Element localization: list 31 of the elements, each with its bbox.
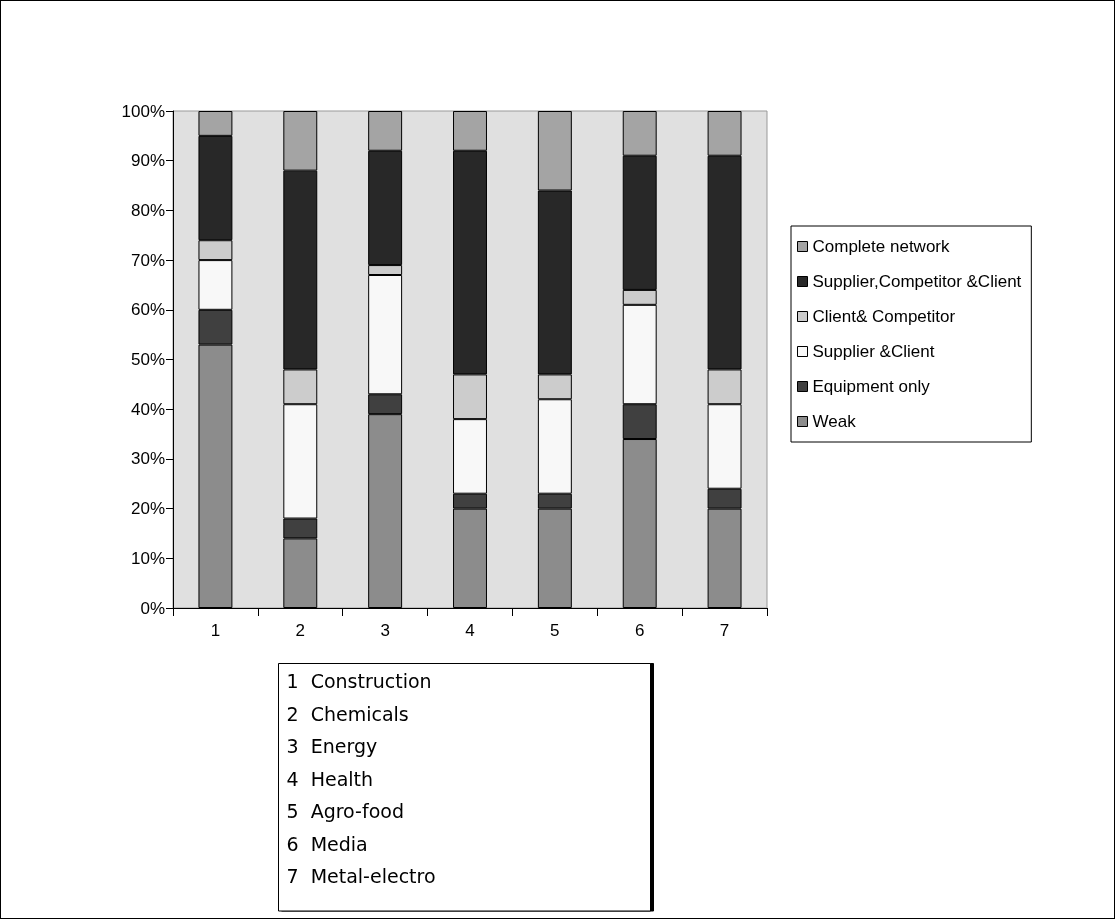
y-tick-label: 30% — [130, 449, 165, 469]
x-tick-label: 7 — [719, 621, 730, 640]
legend-label: Complete network — [812, 237, 950, 256]
y-tick-label: 40% — [130, 399, 165, 419]
y-tick-label: 70% — [130, 250, 165, 270]
x-tick-label: 3 — [380, 621, 390, 640]
x-tick-label: 1 — [210, 621, 221, 640]
text: 3 Energy — [286, 735, 378, 757]
legend-label: Client& Competitor — [812, 307, 956, 326]
legend-label: Supplier,Competitor &Client — [812, 272, 1022, 291]
legend-label: Supplier &Client — [812, 342, 935, 361]
y-tick-label: 80% — [130, 200, 165, 220]
y-tick-label: 10% — [130, 548, 165, 568]
y-tick-label: 60% — [130, 300, 165, 320]
x-tick-label: 4 — [465, 621, 475, 640]
text: 5 Agro-food — [286, 800, 404, 822]
legend-label: Weak — [812, 412, 857, 431]
x-tick-label: 5 — [550, 621, 560, 640]
text: 1 Construction — [286, 670, 432, 692]
legend-label: Equipment only — [812, 377, 931, 396]
y-tick-label: 0% — [140, 598, 165, 618]
text: 6 Media — [286, 832, 368, 855]
text: 2 Chemicals — [286, 702, 409, 725]
text: 7 Metal-electro — [286, 865, 436, 887]
y-tick-label: 20% — [130, 499, 165, 519]
y-tick-label: 100% — [121, 101, 165, 121]
x-tick-label: 6 — [634, 621, 645, 640]
text: 4 Health — [286, 767, 374, 790]
x-tick-label: 2 — [295, 621, 306, 640]
y-tick-label: 50% — [130, 350, 165, 369]
y-tick-label: 90% — [130, 151, 165, 171]
